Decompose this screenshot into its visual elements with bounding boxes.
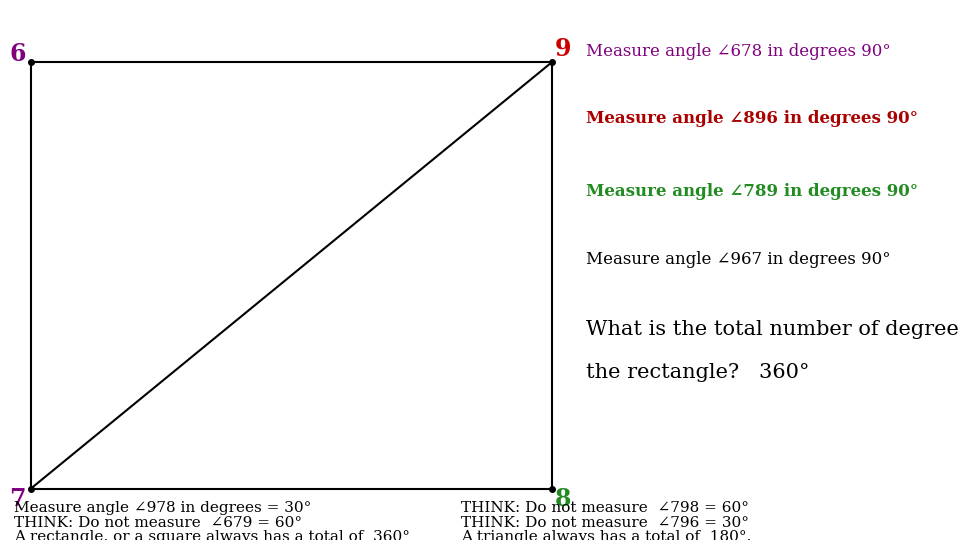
Text: 9: 9	[555, 37, 571, 60]
Text: Measure angle ∠896 in degrees 90°: Measure angle ∠896 in degrees 90°	[586, 110, 918, 127]
Text: Measure angle ∠678 in degrees 90°: Measure angle ∠678 in degrees 90°	[586, 43, 890, 60]
Text: 6: 6	[10, 42, 26, 66]
Text: 7: 7	[10, 488, 26, 511]
Text: A rectangle, or a square always has a total of  360°: A rectangle, or a square always has a to…	[14, 530, 411, 540]
Text: Measure angle ∠967 in degrees 90°: Measure angle ∠967 in degrees 90°	[586, 251, 890, 268]
Text: What is the total number of degrees for: What is the total number of degrees for	[586, 320, 960, 339]
Text: Measure angle ∠789 in degrees 90°: Measure angle ∠789 in degrees 90°	[586, 183, 918, 200]
Text: the rectangle?   360°: the rectangle? 360°	[586, 363, 809, 382]
Text: A triangle always has a total of  180°.: A triangle always has a total of 180°.	[461, 530, 751, 540]
Text: THINK: Do not measure  ∠796 = 30°: THINK: Do not measure ∠796 = 30°	[461, 516, 749, 530]
Text: THINK: Do not measure  ∠798 = 60°: THINK: Do not measure ∠798 = 60°	[461, 501, 749, 515]
Text: Measure angle ∠978 in degrees = 30°: Measure angle ∠978 in degrees = 30°	[14, 501, 312, 515]
Text: 8: 8	[555, 488, 571, 511]
Text: THINK: Do not measure  ∠679 = 60°: THINK: Do not measure ∠679 = 60°	[14, 516, 302, 530]
